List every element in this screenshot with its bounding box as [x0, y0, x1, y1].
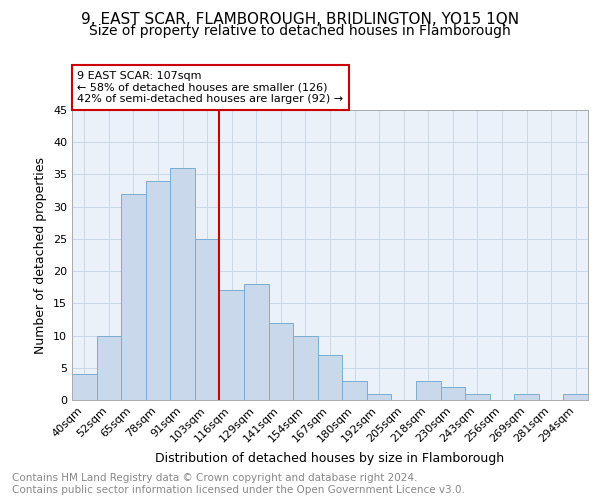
Bar: [244, 284, 269, 400]
Bar: [146, 181, 170, 400]
Bar: [563, 394, 588, 400]
Bar: [293, 336, 318, 400]
Text: 9, EAST SCAR, FLAMBOROUGH, BRIDLINGTON, YO15 1QN: 9, EAST SCAR, FLAMBOROUGH, BRIDLINGTON, …: [81, 12, 519, 28]
Bar: [342, 380, 367, 400]
Bar: [170, 168, 195, 400]
Text: Contains HM Land Registry data © Crown copyright and database right 2024.
Contai: Contains HM Land Registry data © Crown c…: [12, 474, 465, 495]
Bar: [465, 394, 490, 400]
Bar: [121, 194, 146, 400]
Bar: [367, 394, 391, 400]
Bar: [195, 239, 220, 400]
X-axis label: Distribution of detached houses by size in Flamborough: Distribution of detached houses by size …: [155, 452, 505, 465]
Bar: [72, 374, 97, 400]
Y-axis label: Number of detached properties: Number of detached properties: [34, 156, 47, 354]
Bar: [514, 394, 539, 400]
Bar: [269, 322, 293, 400]
Bar: [318, 355, 342, 400]
Bar: [440, 387, 465, 400]
Bar: [416, 380, 440, 400]
Text: Size of property relative to detached houses in Flamborough: Size of property relative to detached ho…: [89, 24, 511, 38]
Bar: [97, 336, 121, 400]
Bar: [220, 290, 244, 400]
Text: 9 EAST SCAR: 107sqm
← 58% of detached houses are smaller (126)
42% of semi-detac: 9 EAST SCAR: 107sqm ← 58% of detached ho…: [77, 71, 343, 104]
